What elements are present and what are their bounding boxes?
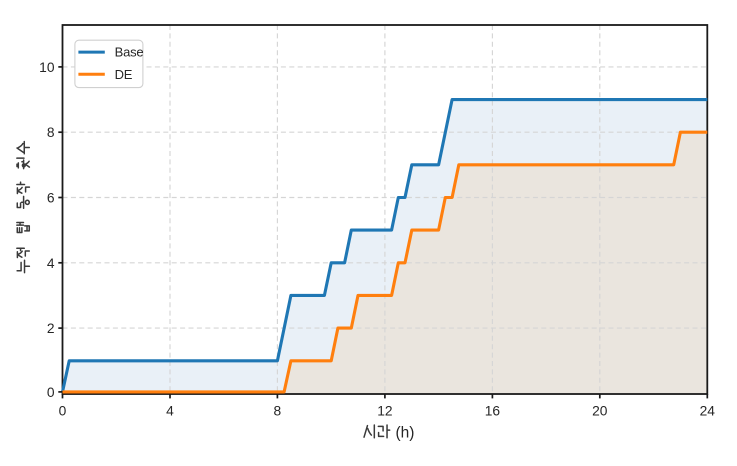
svg-text:12: 12 bbox=[377, 404, 392, 419]
svg-text:6: 6 bbox=[47, 191, 55, 206]
svg-text:0: 0 bbox=[59, 404, 67, 419]
svg-text:(h): (h) bbox=[396, 424, 415, 441]
svg-text:4: 4 bbox=[166, 404, 174, 419]
svg-text:16: 16 bbox=[485, 404, 501, 419]
svg-text:4: 4 bbox=[47, 256, 55, 271]
svg-text:10: 10 bbox=[39, 60, 55, 75]
svg-text:8: 8 bbox=[274, 404, 282, 419]
svg-text:2: 2 bbox=[47, 321, 55, 336]
svg-text:20: 20 bbox=[592, 404, 608, 419]
svg-text:DE: DE bbox=[115, 67, 133, 82]
svg-text:0: 0 bbox=[47, 385, 55, 400]
svg-text:8: 8 bbox=[47, 125, 55, 140]
svg-text:Base: Base bbox=[115, 45, 144, 60]
svg-text:24: 24 bbox=[700, 404, 716, 419]
